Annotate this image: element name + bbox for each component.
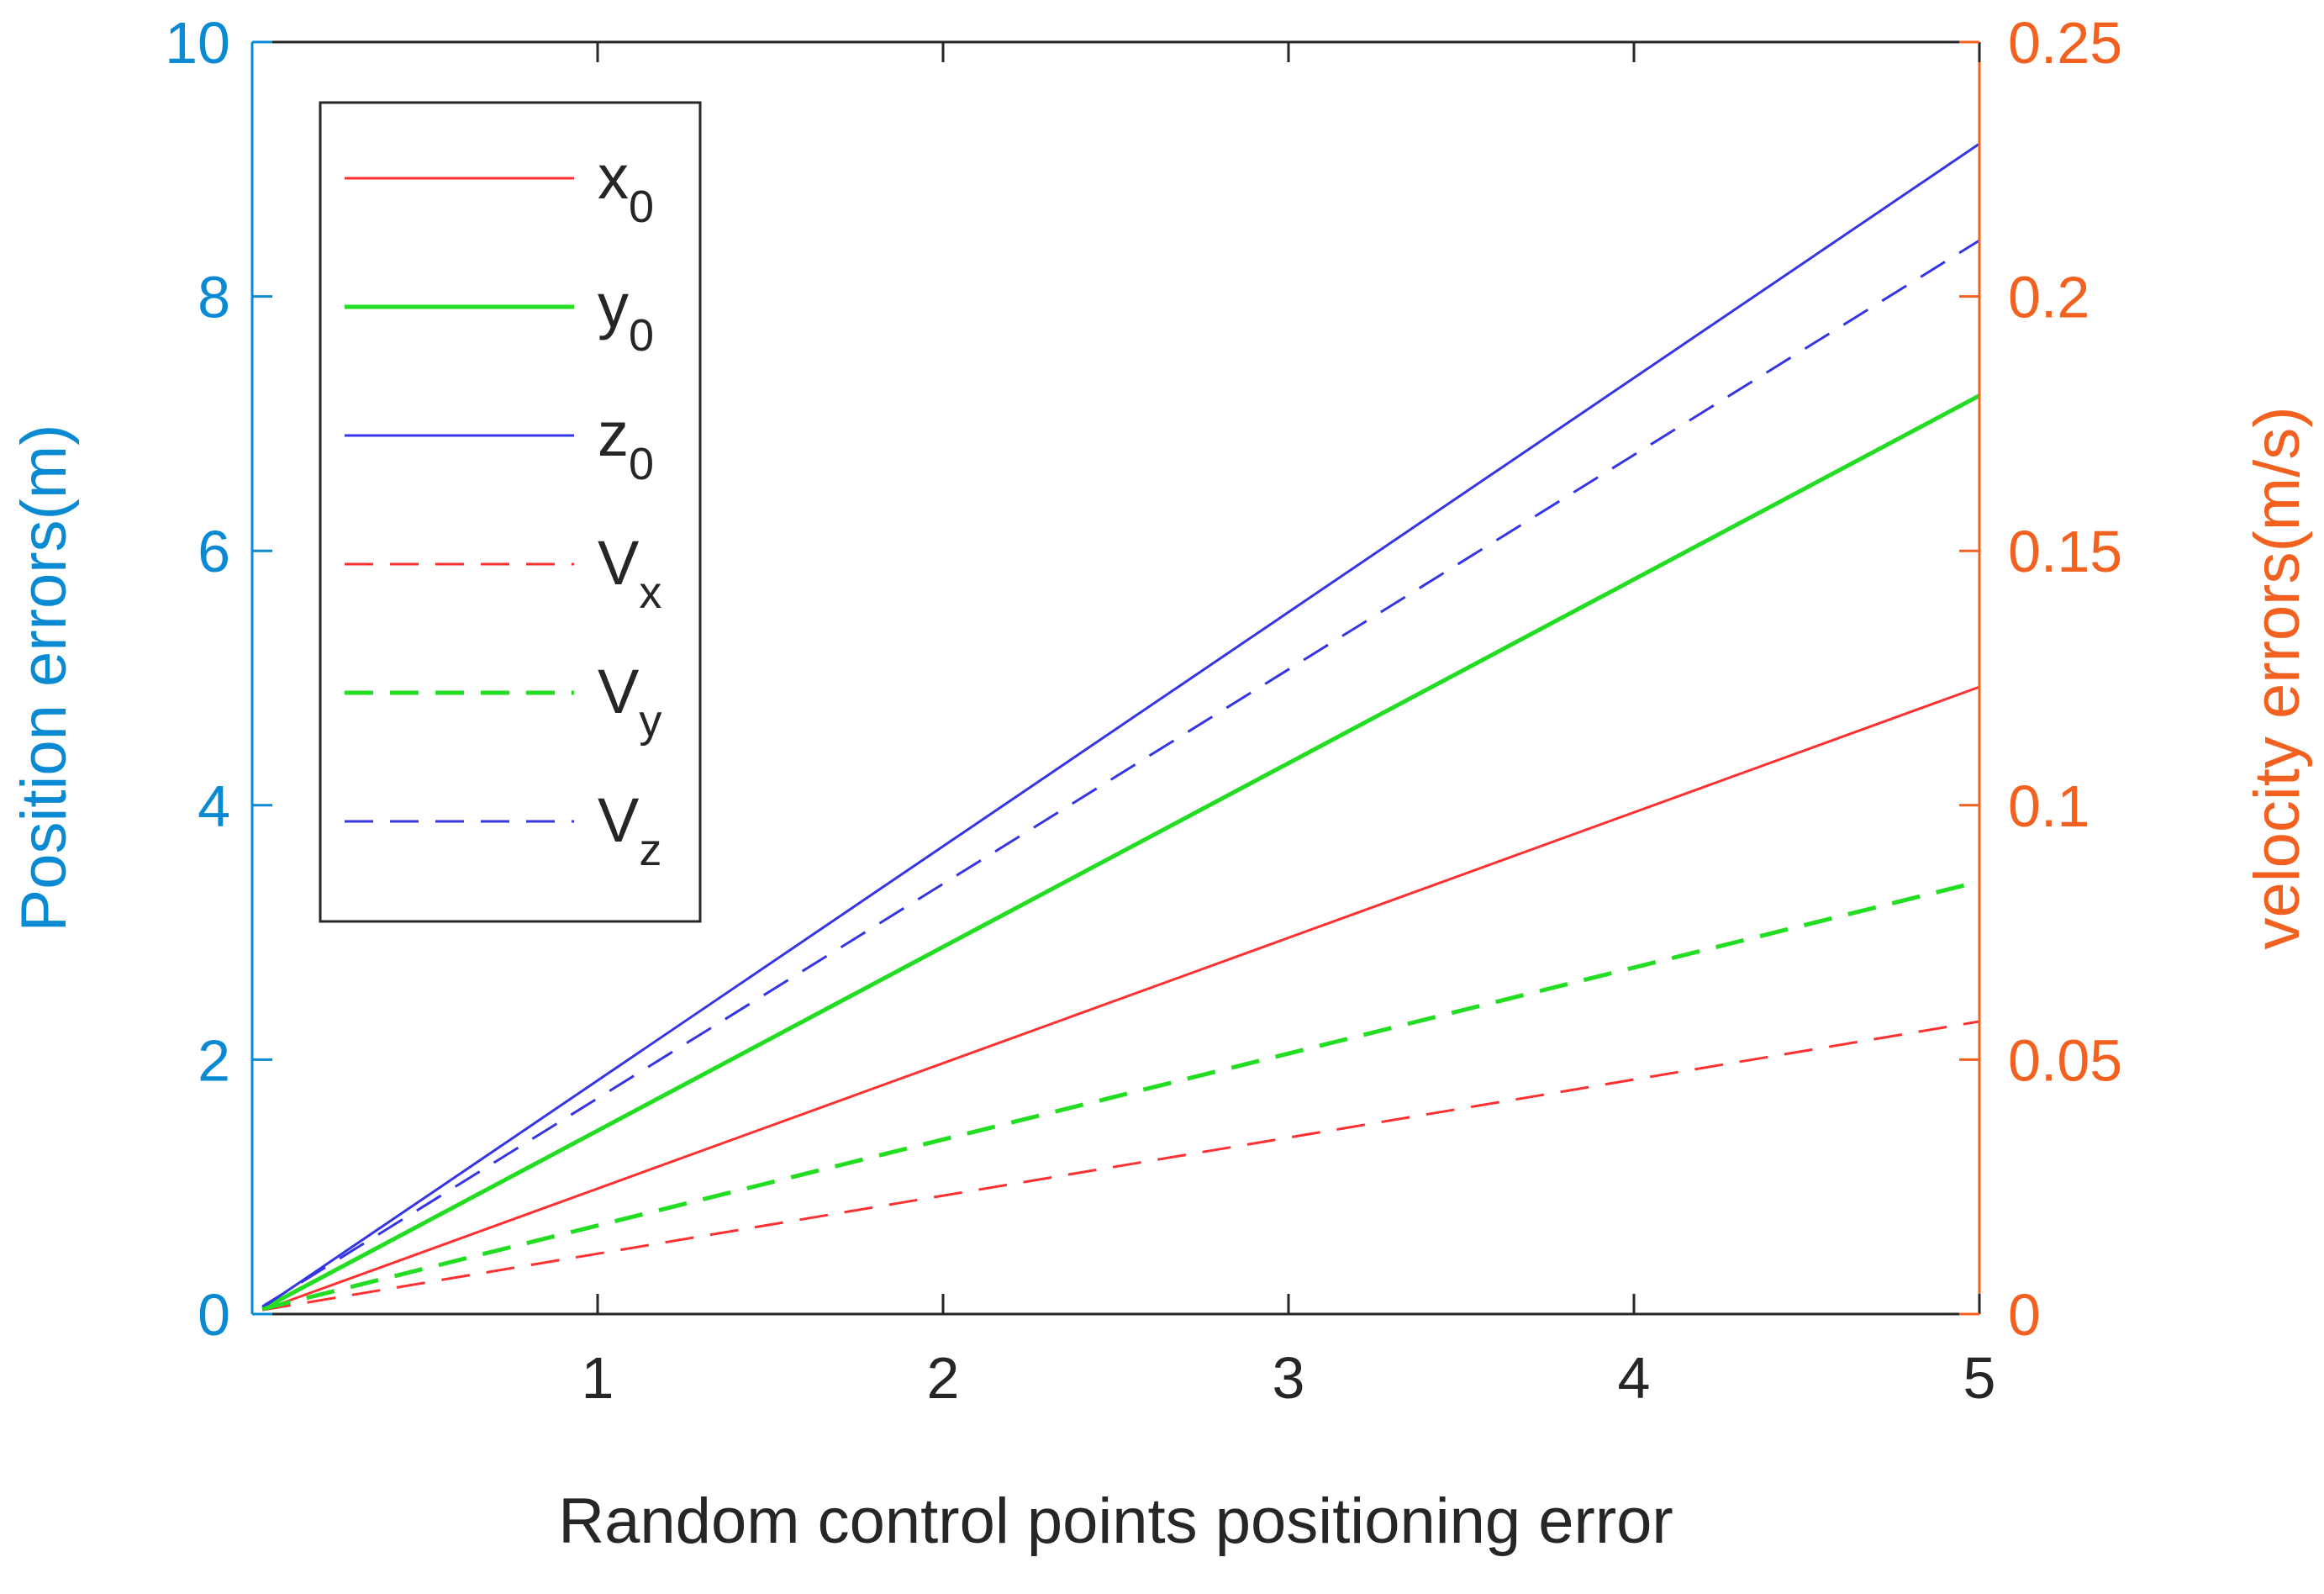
left-y-axis-label: Position errors(m) <box>8 425 80 932</box>
series-line-z-0 <box>261 142 1980 1309</box>
legend-label-main: x <box>598 142 629 212</box>
x-tick-label: 1 <box>582 1345 614 1411</box>
legend-label-z-0: z0 <box>598 399 654 489</box>
left-y-tick-label: 0 <box>198 1282 230 1348</box>
right-y-tick-label: 0.2 <box>2008 265 2089 330</box>
left-y-tick-label: 6 <box>198 519 230 584</box>
right-y-tick-label: 0.15 <box>2008 519 2122 584</box>
left-y-tick-label: 10 <box>165 10 230 76</box>
legend-label-y-0: y0 <box>598 271 654 361</box>
series-line-v-z <box>261 239 1980 1308</box>
left-y-tick-label: 4 <box>198 773 230 839</box>
left-y-tick-label: 8 <box>198 265 230 330</box>
series-line-y-0 <box>261 393 1981 1312</box>
x-tick-label: 3 <box>1273 1345 1305 1411</box>
legend-label-subscript: z <box>639 825 661 875</box>
right-y-axis-label: velocity errors(m/s) <box>2242 406 2313 949</box>
series-line-v-y <box>261 879 1980 1312</box>
right-y-tick-label: 0 <box>2008 1282 2041 1348</box>
legend-label-x-0: x0 <box>598 142 654 232</box>
axes-layer <box>250 40 1981 1316</box>
legend-label-main: V <box>598 657 640 726</box>
x-tick-label: 5 <box>1963 1345 1996 1411</box>
legend-label-main: V <box>598 528 640 598</box>
left-y-tick-label: 2 <box>198 1027 230 1093</box>
legend-label-subscript: y <box>639 696 661 747</box>
x-axis-label: Random control points positioning error <box>558 1486 1673 1557</box>
legend-label-subscript: 0 <box>629 439 654 489</box>
legend-label-main: V <box>598 785 640 855</box>
x-tick-label: 4 <box>1618 1345 1651 1411</box>
right-y-tick-label: 0.1 <box>2008 773 2089 839</box>
legend-label-v-y: Vy <box>598 657 661 747</box>
legend-label-main: z <box>598 399 629 469</box>
legend-label-main: y <box>598 271 629 340</box>
legend-label-v-z: Vz <box>598 785 661 875</box>
legend-label-v-x: Vx <box>598 528 661 618</box>
right-y-tick-label: 0.25 <box>2008 10 2122 76</box>
legend-label-subscript: x <box>639 567 661 618</box>
series-layer <box>261 142 1981 1312</box>
legend-label-subscript: 0 <box>629 310 654 361</box>
legend-box <box>319 101 702 923</box>
right-y-tick-label: 0.05 <box>2008 1027 2122 1093</box>
series-line-x-0 <box>261 685 1980 1312</box>
x-tick-label: 2 <box>927 1345 960 1411</box>
series-line-v-x <box>262 1020 1980 1312</box>
legend-label-subscript: 0 <box>629 182 654 232</box>
